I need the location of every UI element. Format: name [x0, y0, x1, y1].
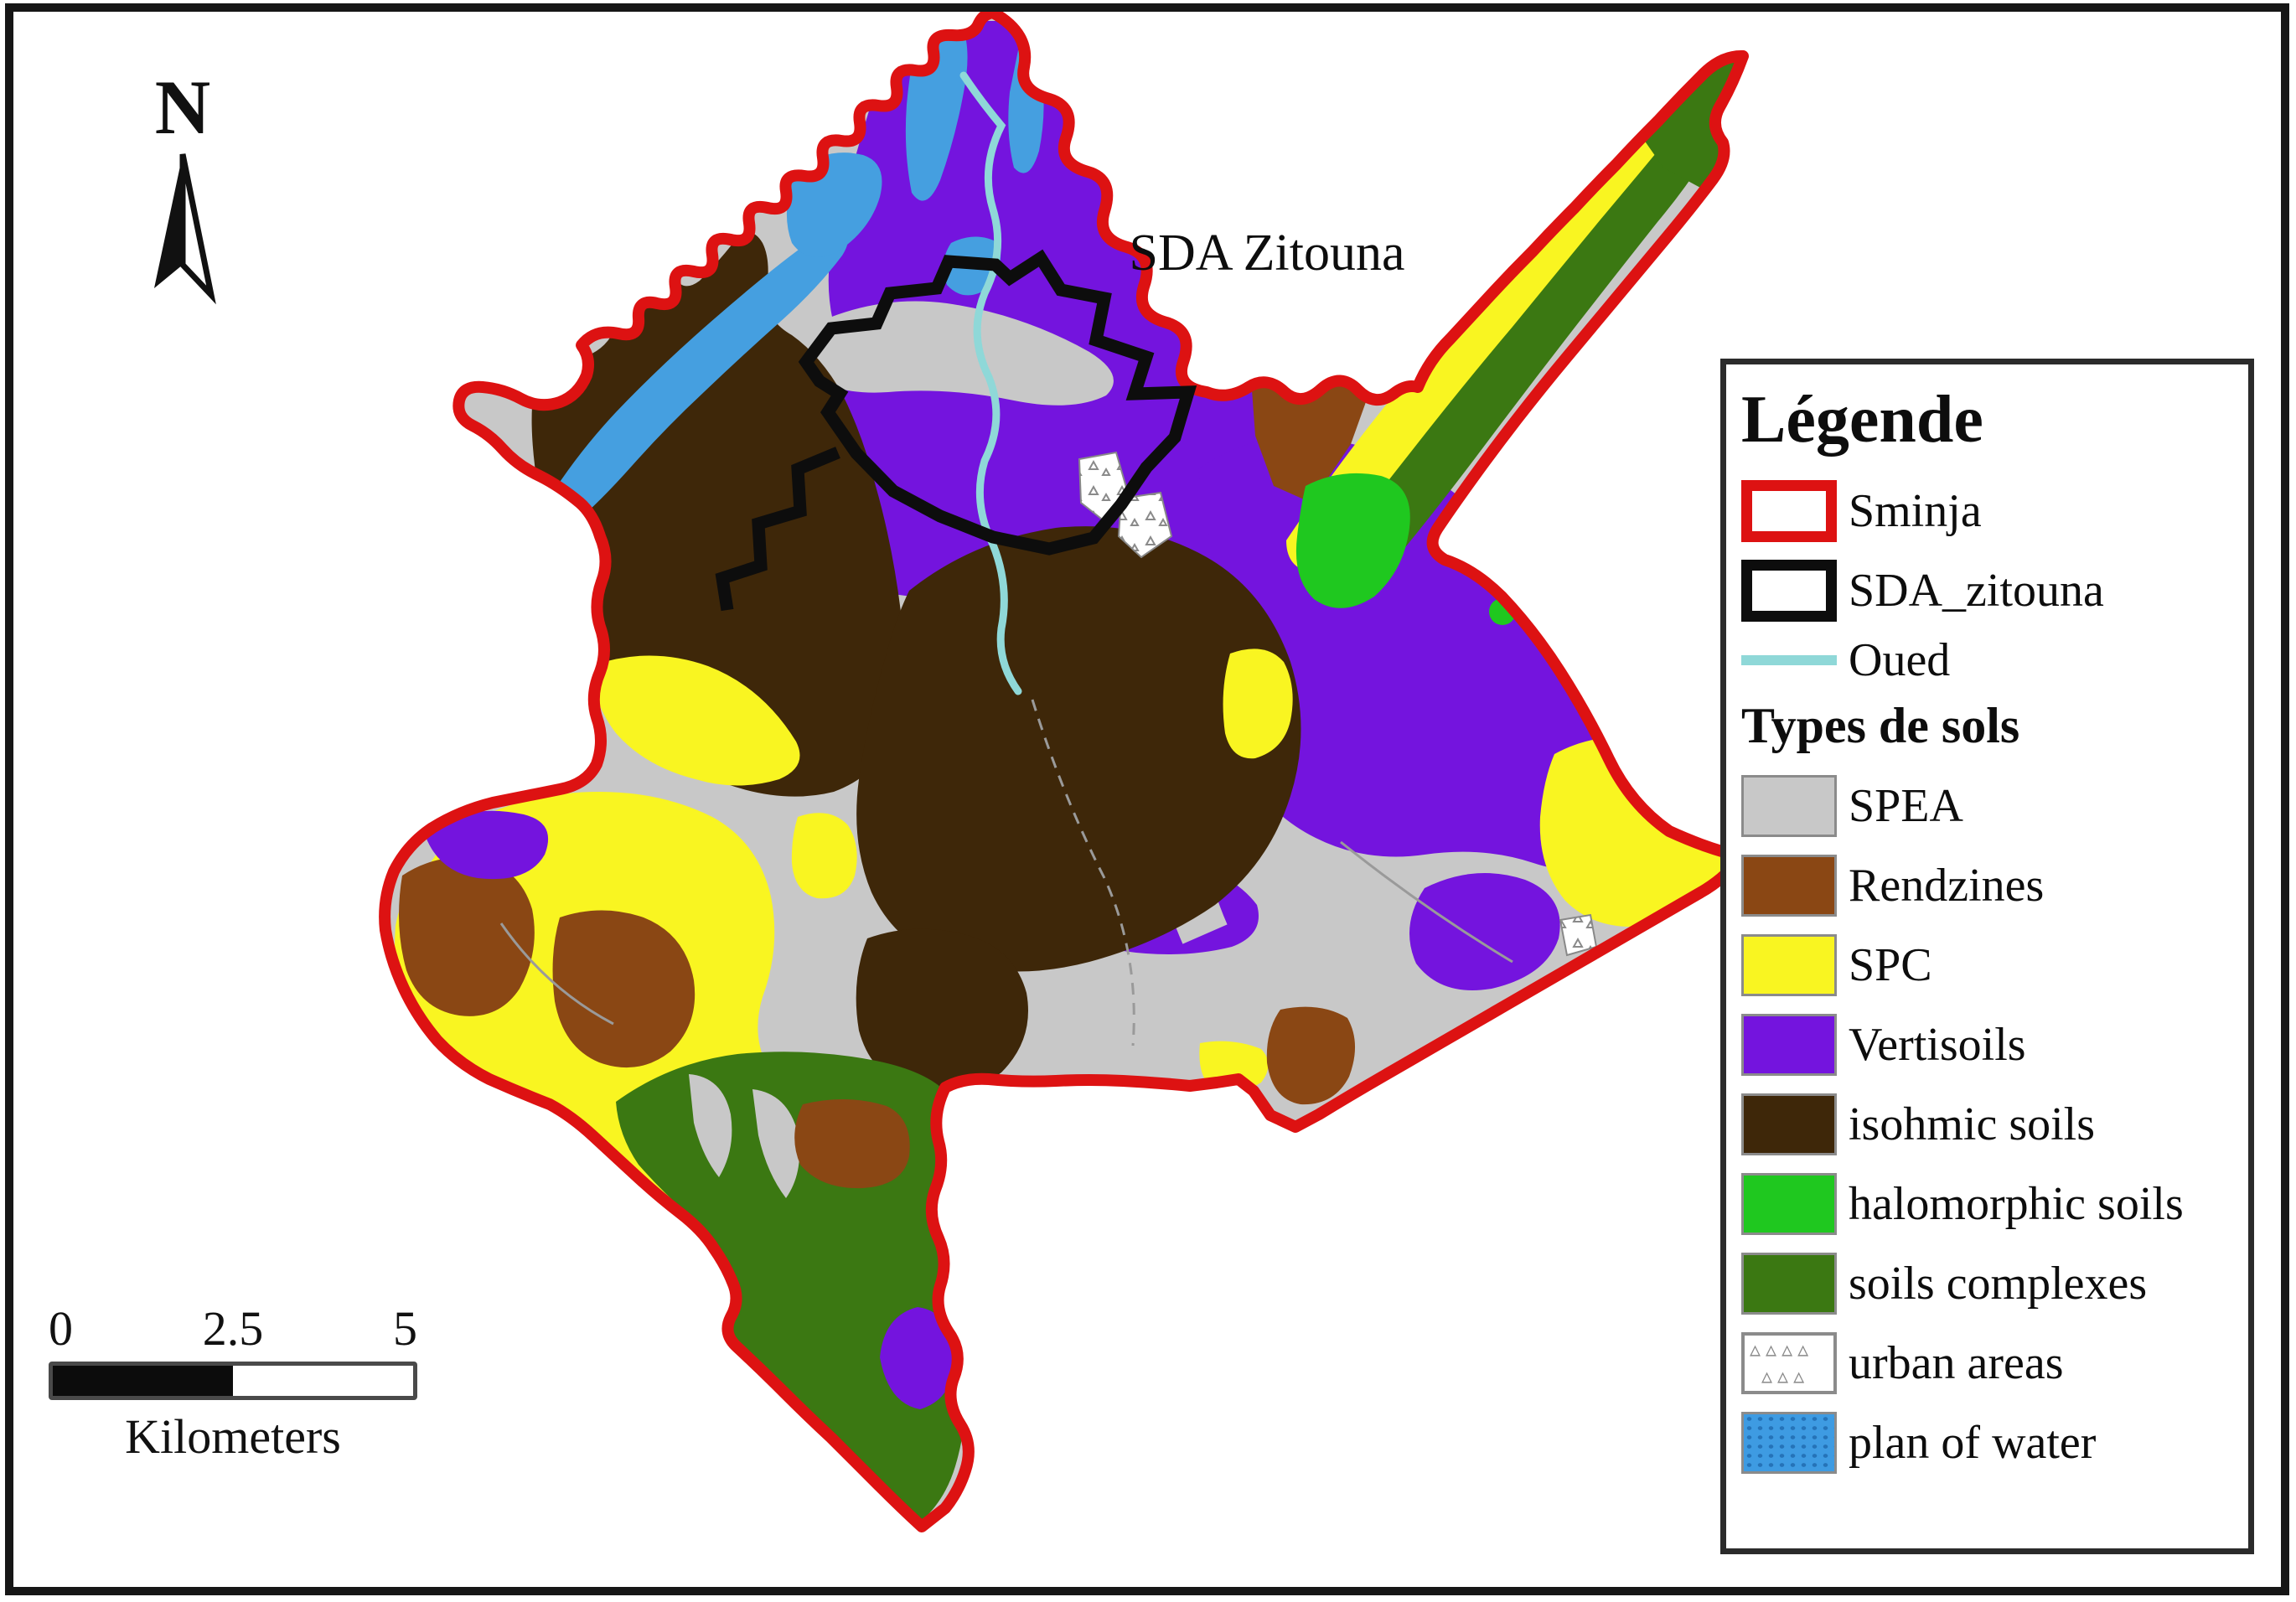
scale-bar-track [49, 1362, 417, 1400]
legend-item-soils-complexes: soils complexes [1741, 1251, 2248, 1316]
scale-unit-label: Kilometers [125, 1409, 341, 1464]
sda-zitouna-label: SDA_zitouna [1849, 565, 2104, 617]
legend-item-vertisoils: Vertisoils [1741, 1012, 2248, 1077]
legend-item-oued: Oued [1741, 634, 2248, 686]
legend-item-isohmic-soils: isohmic soils [1741, 1092, 2248, 1157]
urban-areas-swatch [1741, 1332, 1837, 1394]
sminja-swatch [1741, 480, 1837, 542]
scale-tick-0: 0 [49, 1301, 73, 1356]
legend-item-halomorphic-soils: halomorphic soils [1741, 1171, 2248, 1237]
plan-of-water-label: plan of water [1849, 1417, 2097, 1469]
sda-zitouna-swatch [1741, 560, 1837, 622]
oued-swatch [1741, 655, 1837, 665]
legend-item-urban-areas: urban areas [1741, 1331, 2248, 1396]
spc-swatch [1741, 934, 1837, 996]
legend-item-plan-of-water: plan of water [1741, 1410, 2248, 1475]
spea-swatch [1741, 775, 1837, 837]
legend-item-rendzines: Rendzines [1741, 853, 2248, 918]
north-label: N [154, 65, 211, 150]
north-arrow: N [124, 69, 241, 307]
sminja-label: Sminja [1849, 485, 1982, 537]
urban-areas-label: urban areas [1849, 1337, 2064, 1389]
legend-title: Légende [1741, 383, 1983, 457]
spea-label: SPEA [1849, 780, 1963, 832]
halomorphic-soils-swatch [1741, 1173, 1837, 1235]
sda-zitouna-boundary [715, 249, 1197, 612]
legend-item-spea: SPEA [1741, 773, 2248, 839]
soils-complexes-swatch [1741, 1253, 1837, 1315]
plan-of-water-swatch [1741, 1412, 1837, 1474]
north-arrow-icon [154, 153, 216, 305]
scale-bar-white-segment [233, 1366, 413, 1396]
scale-ticks: 0 2.5 5 [49, 1300, 417, 1362]
legend-item-sda-zitouna: SDA_zitouna [1741, 558, 2248, 623]
sda-zitouna-map-label: SDA Zitouna [1130, 225, 1405, 282]
scale-bar-black-segment [53, 1366, 233, 1396]
halomorphic-soils-label: halomorphic soils [1849, 1178, 2184, 1230]
legend-item-sminja: Sminja [1741, 478, 2248, 544]
spc-label: SPC [1849, 939, 1932, 991]
oued-line [959, 71, 1022, 695]
soil-types-heading: Types de sols [1741, 698, 2020, 753]
scale-tick-2-5: 2.5 [202, 1301, 264, 1356]
vertisoils-label: Vertisoils [1849, 1019, 2026, 1071]
region-vertisoils-patches [423, 810, 955, 1409]
vertisoils-swatch [1741, 1014, 1837, 1076]
rendzines-label: Rendzines [1849, 860, 2045, 912]
scale-bar: 0 2.5 5 Kilometers [49, 1300, 417, 1465]
isohmic-soils-swatch [1741, 1093, 1837, 1155]
rendzines-swatch [1741, 855, 1837, 917]
oued-label: Oued [1849, 634, 1951, 686]
scale-tick-5: 5 [393, 1301, 417, 1356]
region-spea-fingers [689, 1074, 800, 1198]
legend-box: Légende Sminja SDA_zitouna Oued Types de… [1720, 359, 2254, 1554]
isohmic-soils-label: isohmic soils [1849, 1098, 2096, 1150]
soils-complexes-label: soils complexes [1849, 1258, 2148, 1310]
spea-boundary-lines [499, 699, 1513, 1046]
legend-item-spc: SPC [1741, 933, 2248, 998]
